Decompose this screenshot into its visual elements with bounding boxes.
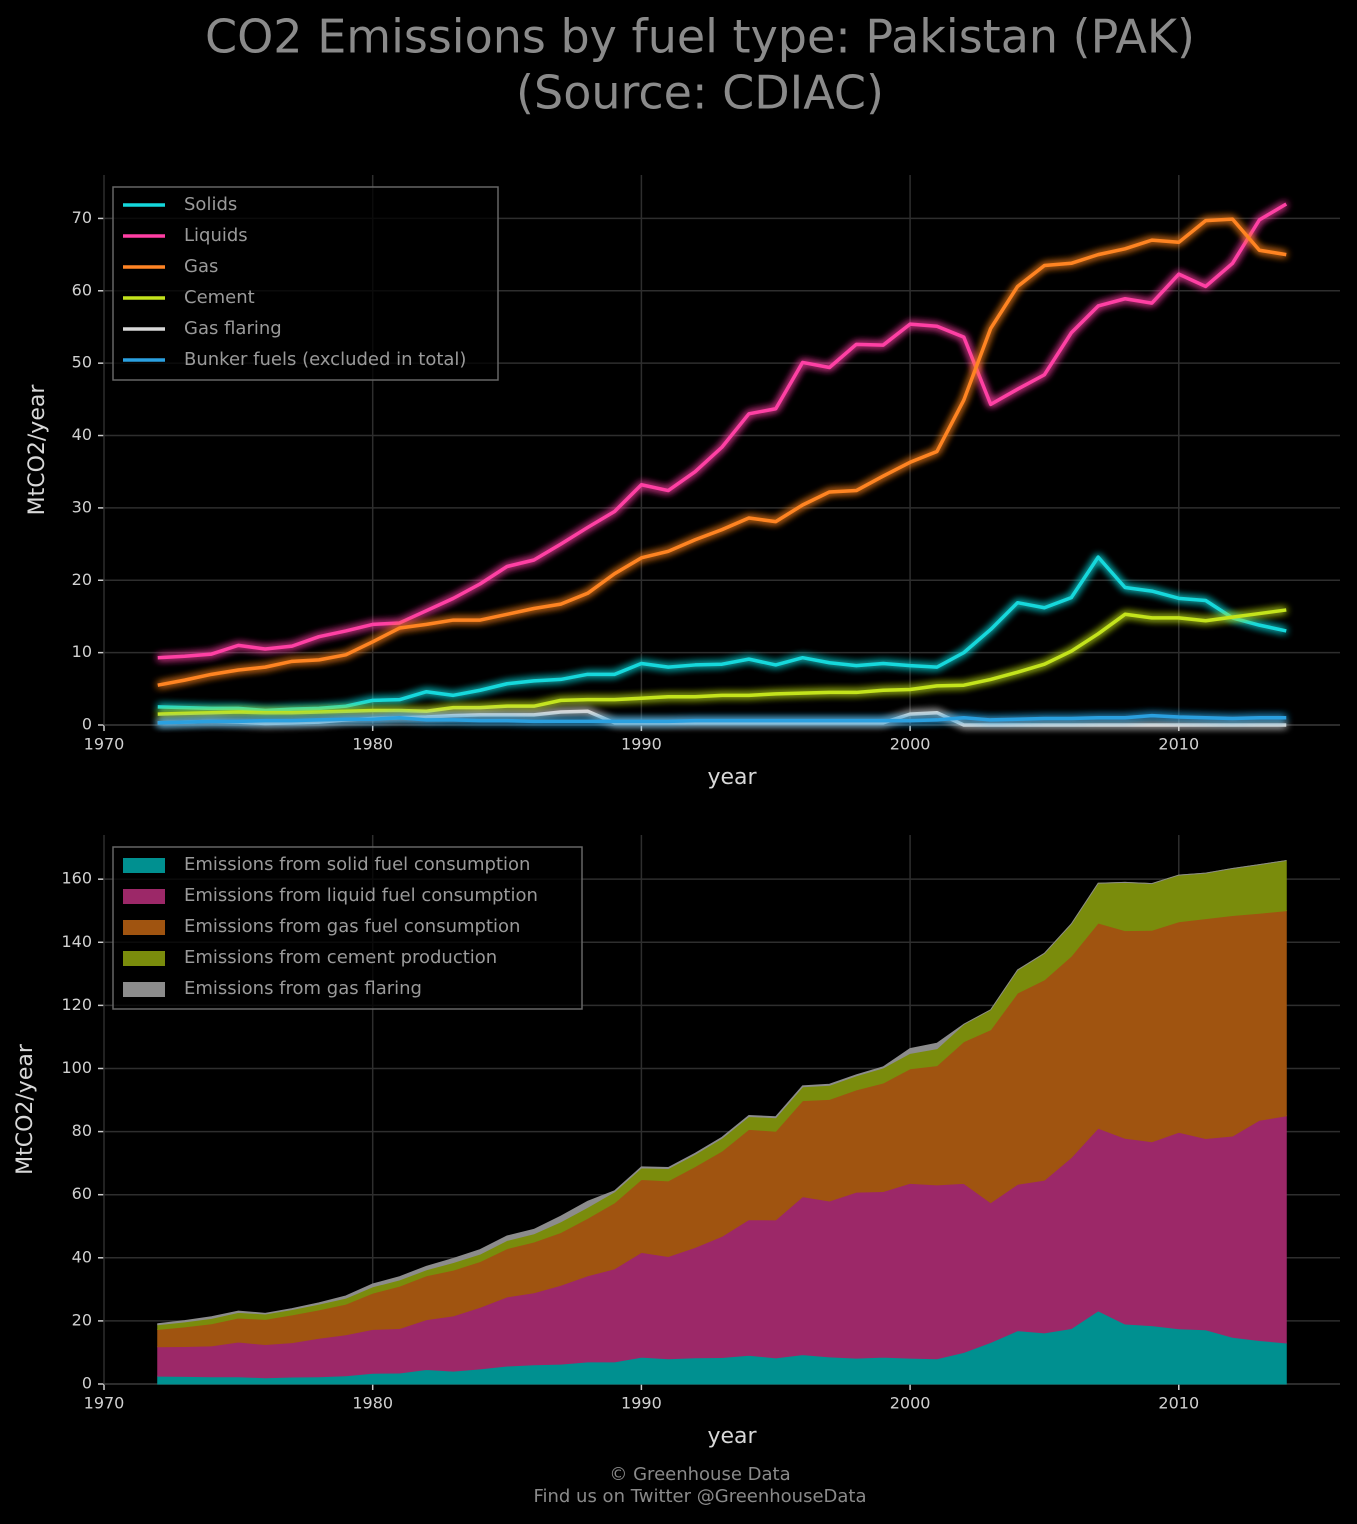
y-axis-label: MtCO2/year: [25, 384, 50, 516]
chart-subtitle: (Source: CDIAC): [516, 66, 884, 120]
legend-swatch: [123, 982, 165, 997]
stacked-area: [157, 860, 1287, 1326]
y-tick-label: 60: [72, 1184, 92, 1203]
legend-label: Liquids: [184, 225, 248, 246]
chart-title: CO2 Emissions by fuel type: Pakistan (PA…: [205, 10, 1195, 64]
y-tick-label: 0: [82, 1374, 92, 1393]
series-line: [157, 555, 1287, 713]
y-tick-label: 10: [72, 642, 92, 661]
y-tick-label: 30: [72, 497, 92, 516]
x-tick-label: 1990: [621, 735, 662, 754]
y-tick-label: 40: [72, 1247, 92, 1266]
y-tick-label: 0: [82, 715, 92, 734]
series-line: [157, 202, 1288, 660]
x-tick-label: 2000: [890, 735, 931, 754]
legend-box: [112, 846, 583, 1010]
legend-label: Emissions from liquid fuel consumption: [184, 885, 538, 906]
y-tick-label: 70: [72, 208, 92, 227]
x-tick-label: 1980: [352, 1394, 393, 1413]
legend-label: Gas: [184, 256, 218, 277]
legend-label: Emissions from cement production: [184, 947, 497, 968]
y-tick-label: 60: [72, 280, 92, 299]
legend-box: [112, 186, 499, 381]
legend-swatch: [123, 920, 165, 935]
y-tick-label: 140: [61, 932, 92, 951]
y-tick-label: 80: [72, 1121, 92, 1140]
x-tick-label: 2010: [1158, 1394, 1199, 1413]
legend-label: Bunker fuels (excluded in total): [184, 349, 466, 370]
footer-line: Find us on Twitter @GreenhouseData: [533, 1486, 866, 1507]
x-axis-label: year: [707, 765, 757, 790]
legend-label: Cement: [184, 287, 255, 308]
y-axis-label: MtCO2/year: [13, 1043, 38, 1175]
footer-line: © Greenhouse Data: [609, 1464, 790, 1485]
y-tick-label: 20: [72, 570, 92, 589]
x-tick-label: 1970: [84, 735, 125, 754]
legend-label: Emissions from solid fuel consumption: [184, 854, 530, 875]
y-tick-label: 20: [72, 1310, 92, 1329]
x-tick-label: 1980: [352, 735, 393, 754]
y-tick-label: 100: [61, 1058, 92, 1077]
legend-swatch: [123, 858, 165, 873]
legend-label: Solids: [184, 194, 237, 215]
legend-label: Emissions from gas fuel consumption: [184, 916, 520, 937]
series-line: [157, 608, 1287, 716]
legend-swatch: [123, 889, 165, 904]
y-tick-label: 160: [61, 869, 92, 888]
y-tick-label: 40: [72, 425, 92, 444]
y-tick-label: 120: [61, 995, 92, 1014]
x-tick-label: 1990: [621, 1394, 662, 1413]
x-tick-label: 2010: [1158, 735, 1199, 754]
x-tick-label: 2000: [890, 1394, 931, 1413]
legend-label: Emissions from gas flaring: [184, 978, 422, 999]
series-line: [157, 713, 1287, 725]
legend-label: Gas flaring: [184, 318, 282, 339]
legend-swatch: [123, 951, 165, 966]
y-tick-label: 50: [72, 353, 92, 372]
x-tick-label: 1970: [84, 1394, 125, 1413]
x-axis-label: year: [707, 1424, 757, 1449]
series-line: [157, 217, 1287, 687]
